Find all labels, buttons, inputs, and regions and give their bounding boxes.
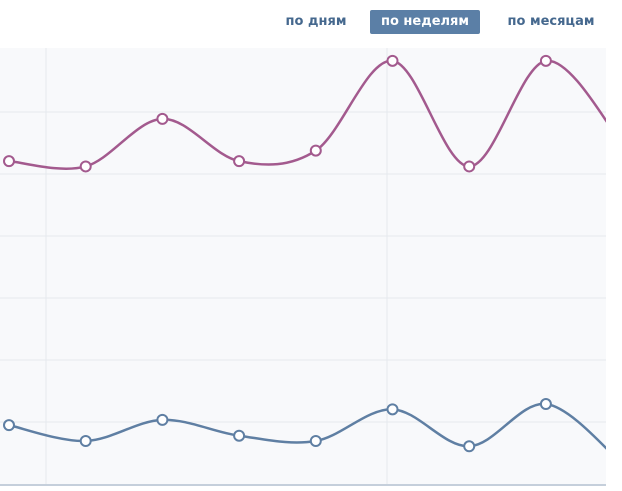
series-1 bbox=[3, 398, 606, 453]
period-switcher: по дням по неделям по месяцам bbox=[0, 0, 622, 48]
series-0-point-1 bbox=[79, 160, 92, 173]
series-0-point-0 bbox=[3, 155, 15, 168]
period-button-days[interactable]: по дням bbox=[285, 14, 347, 29]
period-button-weeks[interactable]: по неделям bbox=[370, 10, 480, 34]
series-0-point-5 bbox=[386, 54, 399, 67]
series-1-line bbox=[8, 402, 606, 450]
series-0-line bbox=[8, 59, 606, 170]
series-0-point-6 bbox=[463, 160, 476, 173]
series-0-point-7 bbox=[539, 54, 552, 67]
series-1-point-0 bbox=[3, 419, 15, 432]
grid bbox=[0, 48, 606, 485]
series-1-point-4 bbox=[309, 435, 322, 447]
series-0-point-3 bbox=[233, 155, 246, 168]
series-1-point-1 bbox=[79, 435, 92, 447]
series-1-point-7 bbox=[539, 398, 552, 411]
series-layer bbox=[3, 54, 606, 453]
series-1-point-6 bbox=[463, 440, 476, 453]
series-1-point-2 bbox=[156, 413, 169, 426]
period-button-months[interactable]: по месяцам bbox=[507, 14, 595, 29]
series-1-point-5 bbox=[386, 403, 399, 416]
plot-background bbox=[0, 48, 606, 485]
series-1-point-3 bbox=[233, 429, 246, 442]
series-0-point-2 bbox=[156, 112, 169, 125]
series-0 bbox=[3, 54, 606, 173]
series-0-point-4 bbox=[309, 144, 322, 157]
